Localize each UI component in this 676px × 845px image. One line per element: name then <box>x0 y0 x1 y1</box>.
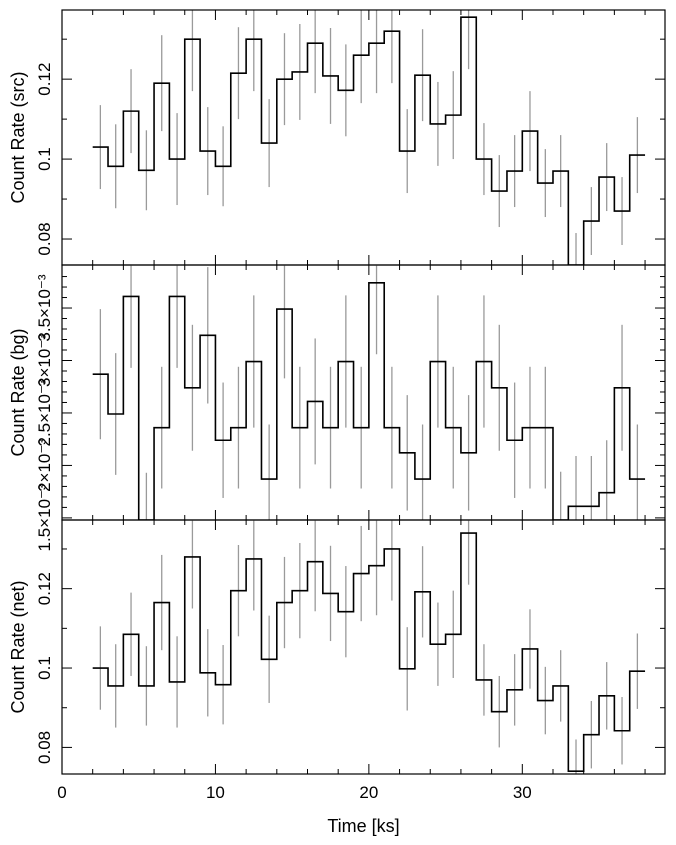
panel-3-y-axis-label: Count Rate (net) <box>8 580 28 713</box>
y-tick-label: 0.12 <box>35 63 54 96</box>
y-tick-label: 0.08 <box>35 731 54 764</box>
x-tick-label: 10 <box>206 783 225 802</box>
y-tick-label: 1.5×10⁻³ <box>35 484 54 551</box>
panel-1: 0.08 0.1 0.12 Count Rate (src) <box>8 9 666 266</box>
panel-2-y-ticks: 1.5×10⁻³2×10⁻³2.5×10⁻³3×10⁻³3.5×10⁻³ <box>35 274 665 551</box>
y-tick-label: 2.5×10⁻³ <box>35 379 54 446</box>
y-tick-label: 3×10⁻³ <box>35 334 54 387</box>
panel-2-x-ticks <box>61 265 646 520</box>
x-axis-label: Time [ks] <box>327 816 399 836</box>
panel-2-frame <box>61 264 666 521</box>
y-tick-label: 0.1 <box>35 656 54 680</box>
x-tick-label: 20 <box>359 783 378 802</box>
panel-3-step-line <box>92 532 646 773</box>
panel-2-step-line <box>92 282 646 520</box>
x-tick-label: 30 <box>513 783 532 802</box>
panel-1-step-line <box>92 16 646 265</box>
panel-3: 0.08 0.1 0.12 Count Rate (net) <box>8 519 666 775</box>
y-tick-label: 2×10⁻³ <box>35 439 54 492</box>
y-tick-label: 0.1 <box>35 147 54 171</box>
x-tick-label: 0 <box>57 783 66 802</box>
panel-2-y-axis-label: Count Rate (bg) <box>8 328 28 456</box>
panel-1-y-ticks: 0.08 0.1 0.12 <box>35 38 665 256</box>
panel-3-frame <box>61 519 666 775</box>
panel-2: 1.5×10⁻³2×10⁻³2.5×10⁻³3×10⁻³3.5×10⁻³ Coun… <box>8 264 666 551</box>
y-tick-label: 0.12 <box>35 572 54 605</box>
panel-1-frame <box>61 9 666 266</box>
x-tick-labels: 0 10 20 30 <box>57 783 532 802</box>
panel-3-x-ticks <box>61 520 646 774</box>
panel-1-x-ticks <box>61 10 646 265</box>
panel-3-y-ticks: 0.08 0.1 0.12 <box>35 548 665 764</box>
y-tick-label: 0.08 <box>35 222 54 255</box>
y-tick-label: 3.5×10⁻³ <box>35 274 54 341</box>
panel-1-y-axis-label: Count Rate (src) <box>8 71 28 203</box>
